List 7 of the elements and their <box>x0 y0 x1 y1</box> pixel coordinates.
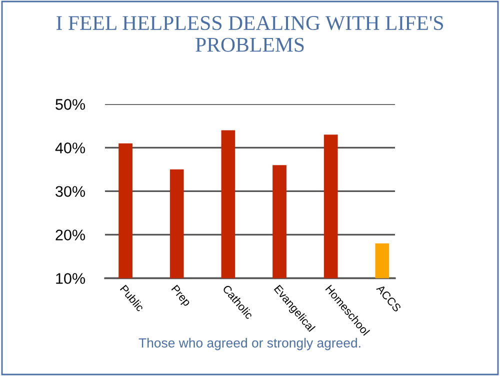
y-tick-label: 40% <box>55 142 86 154</box>
chart-title: I FEEL HELPLESS DEALING WITH LIFE'S PROBLEMS <box>56 16 444 52</box>
y-tick-label: 20% <box>56 230 86 240</box>
y-tick-label: 10% <box>56 273 86 284</box>
text: Those who agreed or strongly agreed. <box>138 338 360 350</box>
y-tick-label: 50% <box>56 99 86 110</box>
y-tick-label: 30% <box>56 186 86 197</box>
